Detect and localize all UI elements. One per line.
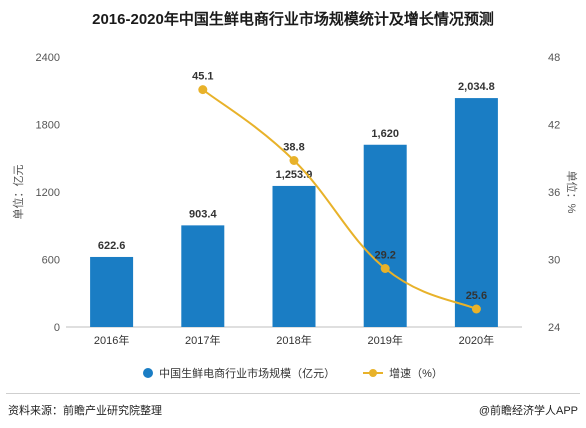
bar-value-label: 1,253.9 — [276, 169, 313, 181]
growth-value-label: 25.6 — [466, 290, 487, 302]
footer-divider — [6, 393, 580, 394]
x-tick-label: 2019年 — [367, 333, 402, 347]
growth-point — [198, 85, 208, 95]
y-tick-label: 1800 — [36, 120, 60, 132]
y2-tick-label: 42 — [548, 120, 560, 132]
growth-point — [471, 304, 481, 314]
source-note: 资料来源：前瞻产业研究院整理 — [8, 405, 162, 417]
bar — [272, 185, 316, 327]
legend-item-growth: 增速（%） — [363, 365, 443, 381]
bar — [363, 144, 407, 327]
growth-point — [289, 156, 299, 165]
y2-tick-label: 36 — [548, 187, 560, 199]
y2-axis-title: 单位：% — [565, 171, 579, 214]
legend-label-market-size: 中国生鲜电商行业市场规模（亿元） — [159, 368, 336, 380]
bar — [90, 256, 134, 327]
chart-legend: 中国生鲜电商行业市场规模（亿元） 增速（%） — [0, 365, 586, 381]
growth-value-label: 29.2 — [374, 250, 395, 262]
x-tick-label: 2016年 — [94, 333, 129, 347]
y2-tick-label: 48 — [548, 52, 560, 64]
growth-value-label: 38.8 — [283, 142, 304, 154]
legend-line-swatch — [363, 369, 384, 377]
legend-label-growth: 增速（%） — [389, 368, 443, 380]
legend-bar-swatch — [143, 368, 154, 378]
y-tick-label: 1200 — [36, 187, 60, 199]
y-tick-label: 2400 — [36, 52, 60, 64]
y2-tick-label: 30 — [548, 255, 560, 267]
brand-credit: @前瞻经济学人APP — [478, 405, 578, 417]
y-tick-label: 0 — [54, 322, 60, 334]
chart-canvas: 0 600 1200 1800 2400 24 30 36 42 48 单位：亿元 单位：% 2016年… — [11, 52, 579, 347]
bar-value-label: 2,034.8 — [458, 81, 495, 93]
legend-item-market-size: 中国生鲜电商行业市场规模（亿元） — [143, 365, 335, 381]
growth-point — [380, 264, 390, 273]
y2-tick-label: 24 — [548, 322, 560, 334]
chart-title: 2016-2020年中国生鲜电商行业市场规模统计及增长情况预测 — [92, 11, 494, 28]
bar-value-label: 622.6 — [98, 240, 126, 252]
bar — [181, 225, 225, 327]
growth-line — [202, 88, 477, 310]
growth-value-label: 45.1 — [192, 71, 213, 83]
bar — [454, 98, 498, 328]
x-tick-label: 2020年 — [459, 333, 494, 347]
x-tick-label: 2018年 — [276, 333, 311, 347]
y-axis-title: 单位：亿元 — [11, 165, 25, 220]
y-tick-label: 600 — [42, 255, 60, 267]
bar-value-label: 1,620 — [371, 128, 399, 140]
x-tick-label: 2017年 — [185, 333, 220, 347]
bar-value-label: 903.4 — [189, 208, 217, 220]
